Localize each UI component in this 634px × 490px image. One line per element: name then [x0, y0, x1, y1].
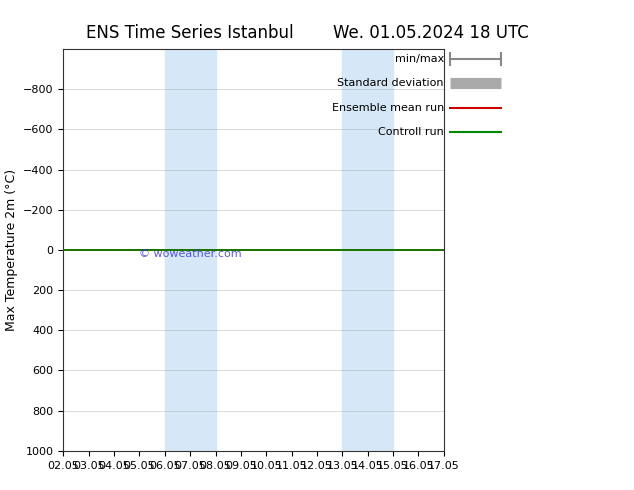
Text: min/max: min/max [394, 54, 444, 64]
Text: Standard deviation: Standard deviation [337, 78, 444, 88]
Text: We. 01.05.2024 18 UTC: We. 01.05.2024 18 UTC [333, 24, 529, 43]
Text: ENS Time Series Istanbul: ENS Time Series Istanbul [86, 24, 294, 43]
Y-axis label: Max Temperature 2m (°C): Max Temperature 2m (°C) [4, 169, 18, 331]
Text: Ensemble mean run: Ensemble mean run [332, 103, 444, 113]
Text: © woweather.com: © woweather.com [139, 249, 242, 259]
Bar [342, 49, 393, 451]
Bar [165, 49, 216, 451]
Text: Controll run: Controll run [378, 127, 444, 137]
